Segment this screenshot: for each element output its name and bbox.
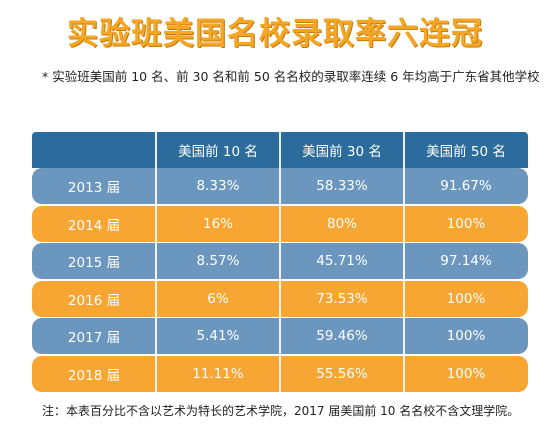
footnote: 注：本表百分比不含以艺术为特长的艺术学院，2017 届美国前 10 名名校不含文…: [42, 404, 520, 418]
column-divider: [155, 355, 157, 392]
table-cell: 100%: [446, 365, 486, 382]
table-row: 2016 届 6% 73.53% 100%: [32, 280, 528, 317]
table-cell: 16%: [202, 215, 233, 232]
table-cell: 100%: [446, 215, 486, 232]
table-row: 2018 届 11.11% 55.56% 100%: [32, 355, 528, 392]
column-divider: [155, 205, 157, 242]
header-top50: 美国前 50 名: [426, 144, 506, 160]
row-label: 2013 届: [67, 180, 121, 196]
table-cell: 55.56%: [316, 365, 368, 382]
table-cell: 6%: [207, 290, 229, 307]
column-divider: [403, 280, 405, 317]
table-cell: 91.67%: [440, 178, 492, 194]
column-divider: [155, 318, 157, 354]
column-divider: [403, 168, 405, 204]
table-cell: 58.33%: [316, 178, 368, 194]
table-cell: 80%: [326, 215, 357, 232]
column-divider: [279, 243, 281, 279]
header-top30: 美国前 30 名: [302, 144, 382, 160]
table-cell: 8.33%: [196, 178, 240, 194]
header-corner: [32, 132, 156, 168]
column-divider: [279, 205, 281, 242]
table-cell: 73.53%: [316, 290, 368, 307]
table-cell: 5.41%: [196, 328, 240, 344]
admission-rate-table: 美国前 10 名 美国前 30 名 美国前 50 名 2013 届 8.33% 58…: [32, 132, 528, 392]
row-label: 2016 届: [67, 292, 121, 309]
row-label: 2014 届: [67, 217, 121, 234]
column-divider: [155, 243, 157, 279]
row-label: 2017 届: [67, 330, 121, 346]
row-label: 2015 届: [67, 255, 121, 271]
table-row: 2013 届 8.33% 58.33% 91.67%: [32, 168, 528, 204]
table-header-row: 美国前 10 名 美国前 30 名 美国前 50 名: [32, 132, 528, 168]
subtitle: * 实验班美国前 10 名、前 30 名和前 50 名名校的录取率连续 6 年均…: [42, 69, 540, 84]
table-row: 2015 届 8.57% 45.71% 97.14%: [32, 243, 528, 279]
table-cell: 59.46%: [316, 328, 368, 344]
column-divider: [279, 168, 281, 204]
column-divider: [279, 318, 281, 354]
row-label: 2018 届: [67, 367, 121, 384]
column-divider: [403, 243, 405, 279]
table-row: 2017 届 5.41% 59.46% 100%: [32, 318, 528, 354]
table-cell: 8.57%: [196, 253, 240, 269]
table-cell: 97.14%: [440, 253, 492, 269]
table-cell: 100%: [446, 290, 486, 307]
column-divider: [403, 318, 405, 354]
table-cell: 45.71%: [316, 253, 368, 269]
column-divider: [155, 168, 157, 204]
header-top10: 美国前 10 名: [178, 144, 258, 160]
table-row: 2014 届 16% 80% 100%: [32, 205, 528, 242]
column-divider: [155, 280, 157, 317]
page-title: 实验班美国名校录取率六连冠: [67, 16, 483, 52]
column-divider: [403, 205, 405, 242]
column-divider: [279, 355, 281, 392]
table-cell: 11.11%: [192, 365, 244, 382]
table-cell: 100%: [446, 328, 486, 344]
column-divider: [279, 280, 281, 317]
column-divider: [403, 355, 405, 392]
